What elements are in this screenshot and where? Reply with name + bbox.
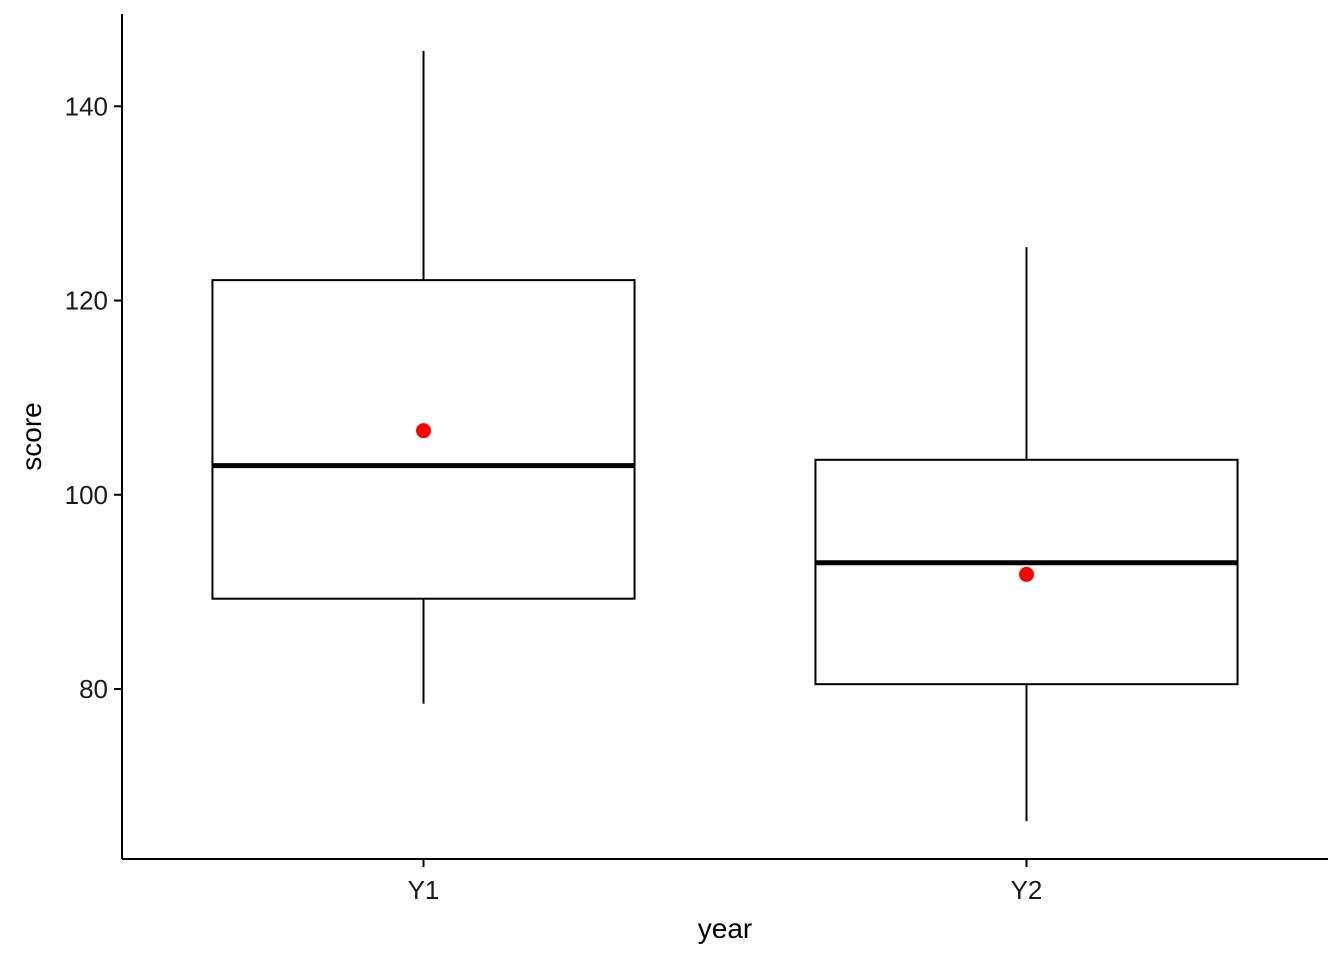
y-tick-label: 80: [79, 674, 108, 704]
y-tick-label: 120: [65, 286, 108, 316]
y-axis-title: score: [16, 402, 47, 470]
x-tick-label: Y1: [408, 875, 440, 905]
y-axis-ticks: 80 100 120 140: [65, 91, 122, 704]
chart-marks: [211, 50, 1239, 822]
box-y2: [814, 247, 1239, 822]
mean-point: [1019, 566, 1034, 582]
y-tick-label: 100: [65, 480, 108, 510]
y-tick-label: 140: [65, 91, 108, 121]
box-y1: [211, 50, 636, 704]
x-axis-title: year: [698, 913, 752, 944]
mean-point: [416, 423, 431, 439]
x-axis-ticks: Y1 Y2: [408, 859, 1043, 905]
iqr-box: [211, 279, 636, 600]
x-tick-label: Y2: [1011, 875, 1043, 905]
